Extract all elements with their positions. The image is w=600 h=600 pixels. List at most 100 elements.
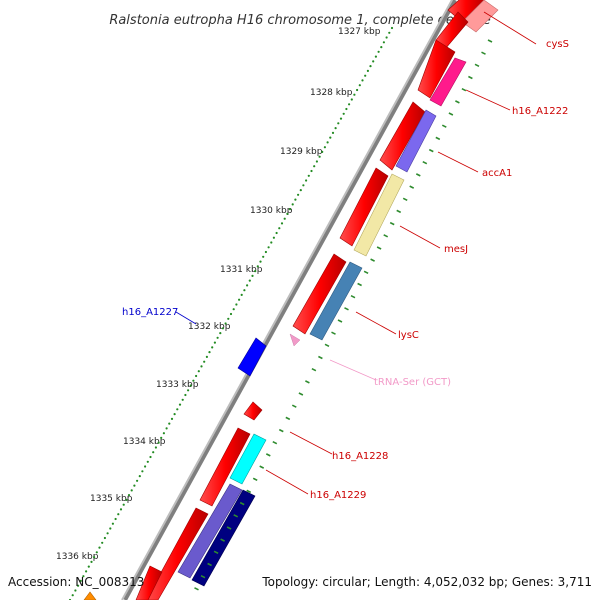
skew-mark [265, 453, 271, 457]
scale-dot [353, 93, 356, 96]
scale-dot [350, 98, 353, 101]
skew-mark [428, 148, 434, 153]
scale-dot [246, 284, 249, 287]
scale-dot [216, 336, 219, 339]
tick-label: 1328 kbp [310, 88, 353, 98]
scale-dot [203, 360, 206, 363]
skew-mark [305, 380, 310, 384]
scale-dot [337, 122, 340, 125]
scale-dot [111, 522, 114, 525]
label-trna-ser[interactable]: tRNA-Ser (GCT) [374, 377, 451, 388]
scale-dot [114, 517, 117, 521]
scale-dot [208, 351, 211, 354]
skew-marks [194, 39, 493, 591]
scale-dot [251, 274, 254, 277]
cds-accA1-red[interactable] [379, 101, 426, 171]
scale-dot [133, 484, 136, 487]
scale-dot [117, 513, 120, 516]
cds-red-4[interactable] [145, 507, 209, 600]
scale-dot [98, 546, 101, 549]
label-lysC[interactable]: lysC [398, 330, 419, 341]
scale-dot [380, 46, 383, 49]
trna-ser[interactable] [289, 333, 301, 347]
label-h16-A1228[interactable]: h16_A1228 [332, 451, 388, 462]
scale-dot [390, 26, 394, 30]
scale-dot [173, 413, 176, 416]
scale-dot [313, 165, 316, 168]
scale-dot [297, 193, 300, 196]
skew-mark [435, 136, 441, 141]
scale-dot [356, 88, 359, 92]
scale-dot [366, 69, 369, 72]
scale-dot [302, 184, 305, 187]
scale-dot [160, 436, 163, 439]
cds-accA1[interactable] [395, 109, 437, 173]
scale-dot [184, 393, 187, 397]
skew-mark [402, 197, 408, 202]
scale-dot [299, 189, 302, 192]
scale-dot [318, 155, 321, 158]
skew-mark [468, 75, 473, 80]
skew-mark [252, 477, 258, 482]
scale-dot [272, 236, 275, 239]
label-mesJ[interactable]: mesJ [444, 244, 468, 255]
cds-h16-A1227[interactable] [237, 337, 267, 377]
cds-mesJ[interactable] [353, 173, 405, 257]
scale-dot [372, 60, 375, 63]
scale-dot [358, 84, 361, 87]
skew-mark [383, 234, 389, 238]
cds-h16-A1229[interactable] [229, 433, 267, 485]
tick-label: 1332 kbp [188, 322, 231, 332]
tick-label: 1334 kbp [123, 437, 166, 447]
cds-h16-A1228[interactable] [243, 401, 263, 421]
skew-mark [200, 574, 206, 579]
map-title: Ralstonia eutropha H16 chromosome 1, com… [109, 13, 490, 28]
skew-mark [363, 270, 369, 275]
skew-mark [291, 404, 297, 408]
tick-label: 1335 kbp [90, 494, 133, 504]
scale-dot [361, 79, 364, 82]
skew-mark [389, 221, 395, 226]
label-h16-A1222[interactable]: h16_A1222 [512, 106, 568, 117]
cds-orange[interactable] [83, 591, 97, 600]
cds-lysC[interactable] [309, 261, 363, 341]
scale-dot [165, 427, 168, 430]
label-cysS[interactable]: cysS [546, 39, 569, 50]
cds-red-2[interactable] [417, 39, 456, 99]
scale-dot [264, 250, 267, 254]
scale-dot [138, 475, 141, 478]
scale-dot [256, 265, 259, 268]
skew-mark [370, 258, 375, 262]
scale-dot [321, 150, 324, 153]
cds-h16-A1222-pink[interactable] [429, 57, 467, 107]
scale-dot [205, 355, 208, 358]
tick-label: 1333 kbp [156, 380, 199, 390]
scale-dot [176, 408, 179, 411]
scale-dot [187, 389, 190, 392]
scale-dot [307, 174, 310, 177]
feature-track [83, 0, 499, 600]
cds-red-5[interactable] [135, 565, 163, 600]
label-h16-A1227[interactable]: h16_A1227 [122, 307, 178, 318]
cds-mesJ-red[interactable] [339, 167, 389, 247]
cds-navy[interactable] [191, 489, 256, 587]
cds-purple[interactable] [177, 483, 243, 579]
skew-mark [311, 367, 317, 372]
backbone-line [123, 0, 457, 600]
scale-dot [119, 508, 123, 511]
scale-dot [213, 341, 216, 344]
scale-dot [280, 222, 284, 225]
scale-dot [219, 332, 222, 335]
scale-dot [294, 198, 297, 201]
tick-marks: 1327 kbp 1328 kbp 1329 kbp 1330 kbp 1331 kbp… [56, 27, 381, 562]
label-h16-A1229[interactable]: h16_A1229 [310, 490, 366, 501]
label-accA1[interactable]: accA1 [482, 168, 512, 179]
skew-mark [441, 124, 447, 128]
backbone-shadow [121, 0, 453, 600]
cds-pink-1[interactable] [461, 0, 499, 33]
cds-lysC-red[interactable] [292, 253, 347, 335]
tick-label: 1329 kbp [280, 147, 323, 157]
scale-dot [157, 441, 160, 444]
scale-dot [259, 260, 262, 263]
cds-red-3[interactable] [199, 427, 251, 507]
